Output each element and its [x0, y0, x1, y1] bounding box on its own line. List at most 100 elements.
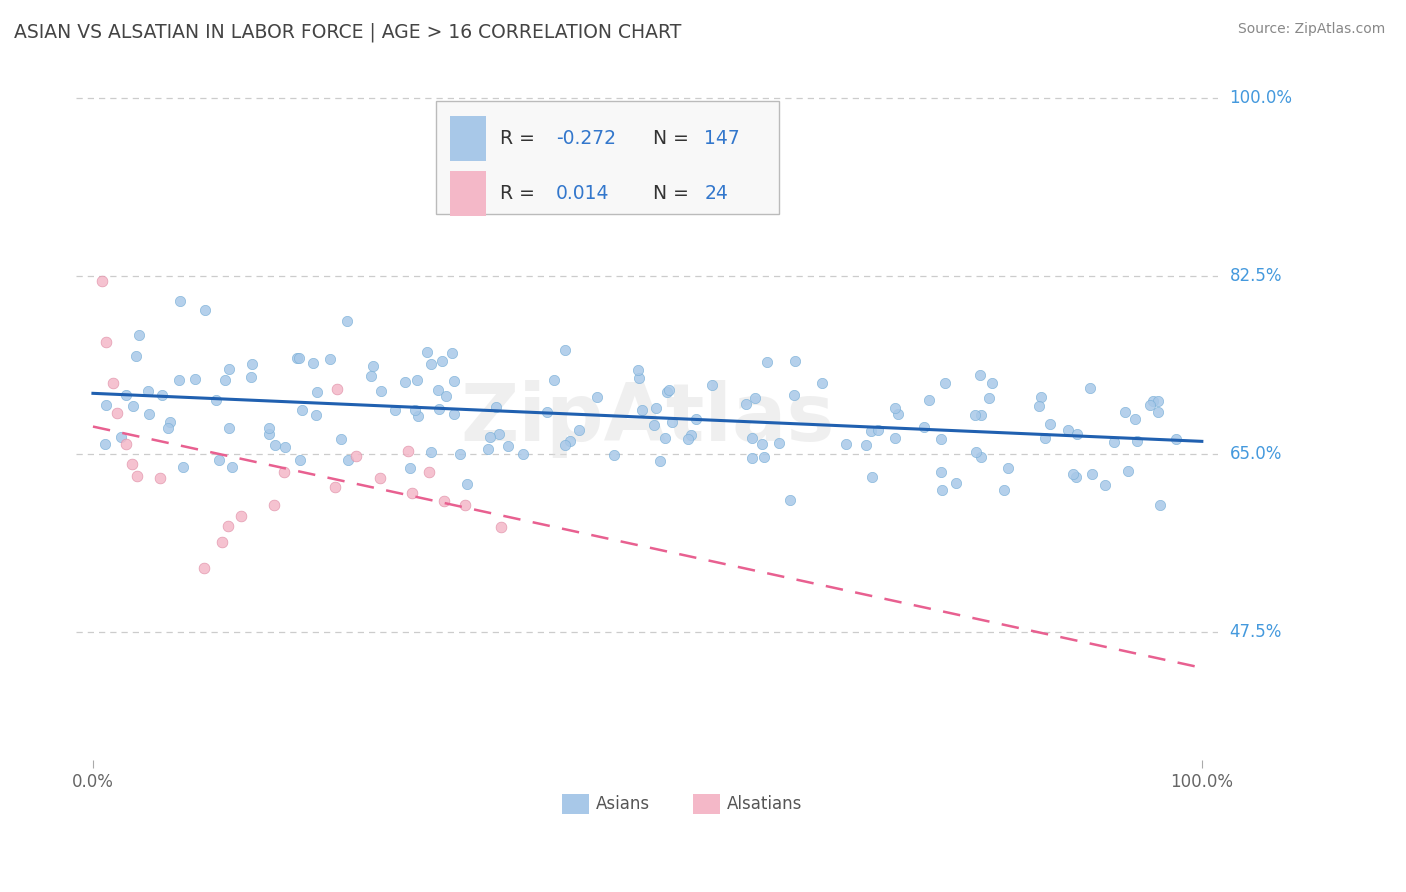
Point [105, 406, 128, 420]
Point [1114, 405, 1136, 419]
Point [336, 313, 359, 327]
Point [218, 361, 240, 376]
Point [782, 388, 804, 402]
Point [676, 432, 699, 446]
Text: -0.272: -0.272 [555, 129, 616, 148]
Point [979, 391, 1001, 405]
FancyBboxPatch shape [562, 794, 589, 814]
Point [94, 399, 117, 413]
Point [811, 376, 834, 390]
Point [156, 421, 179, 435]
Text: N =: N = [654, 184, 689, 203]
Point [148, 471, 170, 485]
Text: 24: 24 [704, 184, 728, 203]
Point [700, 378, 723, 392]
Point [1146, 393, 1168, 408]
Point [211, 535, 233, 549]
Point [1166, 432, 1188, 446]
Point [401, 486, 423, 500]
Point [860, 470, 883, 484]
Point [115, 437, 138, 451]
Point [172, 460, 194, 475]
Point [970, 450, 993, 464]
Text: Source: ZipAtlas.com: Source: ZipAtlas.com [1237, 22, 1385, 37]
Point [90, 274, 112, 288]
Point [434, 389, 457, 403]
Point [337, 452, 360, 467]
Point [394, 375, 416, 389]
Point [783, 353, 806, 368]
Point [257, 427, 280, 442]
Point [93, 436, 115, 450]
Point [169, 294, 191, 309]
Point [406, 409, 429, 424]
Point [536, 405, 558, 419]
Point [274, 440, 297, 454]
Point [128, 327, 150, 342]
Point [654, 431, 676, 445]
Point [645, 401, 668, 415]
Point [485, 400, 508, 414]
Point [121, 399, 143, 413]
Point [454, 498, 477, 512]
Text: ASIAN VS ALSATIAN IN LABOR FORCE | AGE > 16 CORRELATION CHART: ASIAN VS ALSATIAN IN LABOR FORCE | AGE >… [14, 22, 682, 42]
Point [419, 444, 441, 458]
Point [1147, 405, 1170, 419]
Point [661, 416, 683, 430]
Point [929, 465, 952, 479]
Text: R =: R = [501, 184, 534, 203]
Point [627, 363, 650, 377]
Point [330, 432, 353, 446]
Point [205, 392, 228, 407]
Text: N =: N = [654, 129, 689, 148]
Point [368, 471, 391, 485]
Point [630, 402, 652, 417]
Point [217, 519, 239, 533]
FancyBboxPatch shape [450, 116, 486, 161]
Point [1102, 435, 1125, 450]
Point [934, 376, 956, 390]
Text: Alsatians: Alsatians [727, 795, 803, 813]
Point [110, 430, 132, 444]
Point [416, 345, 439, 359]
Point [741, 450, 763, 465]
Point [1149, 499, 1171, 513]
Point [1039, 417, 1062, 432]
Text: 147: 147 [704, 129, 740, 148]
Point [136, 384, 159, 398]
Point [1142, 394, 1164, 409]
Point [835, 437, 858, 451]
Point [751, 436, 773, 450]
Point [449, 447, 471, 461]
Point [981, 376, 1004, 390]
Point [744, 391, 766, 405]
Point [420, 357, 443, 371]
Point [1031, 390, 1053, 404]
Point [1123, 412, 1146, 426]
Point [554, 438, 576, 452]
Point [568, 423, 591, 437]
Point [1066, 427, 1088, 442]
Text: 65.0%: 65.0% [1230, 445, 1282, 463]
Point [193, 561, 215, 575]
Point [603, 448, 626, 462]
Point [993, 483, 1015, 498]
Point [1064, 469, 1087, 483]
Point [754, 450, 776, 465]
Point [1118, 464, 1140, 478]
Point [1056, 423, 1078, 437]
Point [779, 492, 801, 507]
Point [319, 352, 342, 367]
Point [970, 409, 993, 423]
Point [734, 396, 756, 410]
Point [304, 408, 326, 422]
Point [326, 382, 349, 396]
Point [263, 498, 285, 512]
Point [655, 384, 678, 399]
Point [554, 343, 576, 357]
Point [945, 476, 967, 491]
Point [1080, 467, 1102, 481]
Point [427, 383, 450, 397]
Point [194, 302, 217, 317]
Point [855, 437, 877, 451]
